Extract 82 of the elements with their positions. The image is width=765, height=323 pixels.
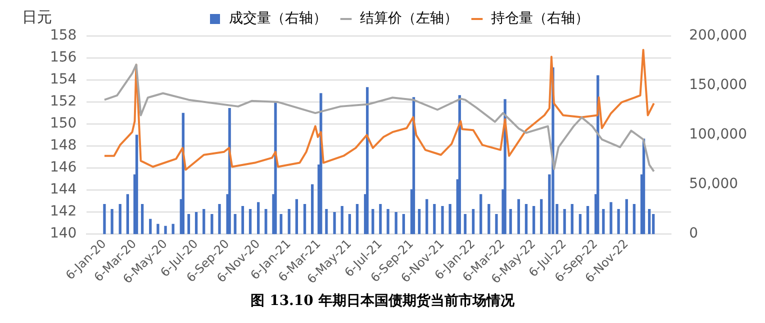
bar	[610, 202, 612, 234]
bar	[563, 209, 566, 234]
bar	[495, 214, 498, 234]
legend-label: 持仓量（右轴）	[491, 10, 589, 27]
bar	[488, 204, 490, 234]
y-tick-label: 148	[50, 138, 77, 154]
bar	[210, 214, 214, 234]
bar	[578, 214, 582, 234]
bar	[218, 204, 221, 234]
y-tick-label: 154	[50, 72, 77, 88]
y-tick-label: 156	[50, 50, 77, 66]
bar	[202, 209, 206, 234]
bar	[156, 224, 160, 234]
bar	[532, 206, 536, 234]
y2-tick-label: 200,000	[689, 28, 748, 44]
text: 图 13.10 年期日本国债期货当前市场情况	[250, 292, 516, 310]
bar	[540, 199, 543, 234]
bar	[241, 206, 244, 234]
bar	[464, 214, 467, 234]
bar	[248, 209, 252, 234]
bar	[524, 204, 528, 234]
bar	[264, 209, 268, 234]
y2-tick-label: 150,000	[689, 77, 748, 94]
bar	[602, 209, 605, 234]
y-tick-label: 140	[50, 226, 77, 242]
bar	[234, 214, 236, 234]
bar	[280, 214, 282, 234]
bar	[433, 204, 436, 234]
y-tick-label: 142	[50, 204, 77, 220]
y2-tick-label: 0	[689, 226, 698, 242]
bar	[164, 226, 167, 234]
bar	[441, 206, 444, 234]
bar	[194, 212, 198, 234]
bar	[110, 209, 114, 234]
bar	[140, 204, 144, 234]
legend-label: 成交量（右轴）	[229, 10, 327, 27]
bar	[295, 199, 298, 234]
bar	[348, 214, 351, 234]
bar	[103, 204, 106, 234]
bar	[274, 102, 277, 234]
bar	[394, 212, 398, 234]
bar	[448, 204, 452, 234]
y2-tick-label: 50,000	[689, 176, 738, 192]
bar	[118, 204, 122, 234]
y-tick-label: 146	[50, 160, 77, 176]
bar	[386, 209, 390, 234]
bar	[472, 209, 475, 234]
bar	[426, 199, 428, 234]
y-tick-label: 152	[50, 94, 77, 110]
bar	[340, 206, 344, 234]
bar	[479, 194, 482, 234]
bar	[187, 214, 190, 234]
bar	[149, 218, 152, 234]
bar	[586, 206, 590, 234]
bar	[379, 204, 382, 234]
bar	[356, 204, 359, 234]
bar	[126, 194, 130, 234]
bar	[648, 209, 651, 234]
bar	[509, 209, 512, 234]
bar	[632, 204, 636, 234]
bar	[172, 224, 174, 234]
y-axis-title: 日元	[22, 8, 52, 27]
bar	[135, 134, 138, 234]
bar	[310, 184, 314, 234]
bar	[372, 209, 374, 234]
bar	[617, 209, 620, 234]
bar	[418, 209, 421, 234]
legend-label: 结算价（左轴）	[360, 10, 458, 27]
bar	[333, 212, 336, 234]
bar	[402, 214, 405, 234]
bar	[257, 202, 260, 234]
bar	[366, 87, 369, 234]
bar	[303, 204, 306, 234]
bar	[625, 199, 628, 234]
y-tick-label: 150	[50, 116, 77, 132]
y-tick-label: 158	[50, 28, 77, 44]
bar	[325, 209, 328, 234]
bar	[517, 199, 520, 234]
y-tick-label: 144	[50, 182, 77, 198]
bar	[570, 204, 574, 234]
bar	[288, 209, 290, 234]
y2-tick-label: 100,000	[689, 126, 748, 143]
